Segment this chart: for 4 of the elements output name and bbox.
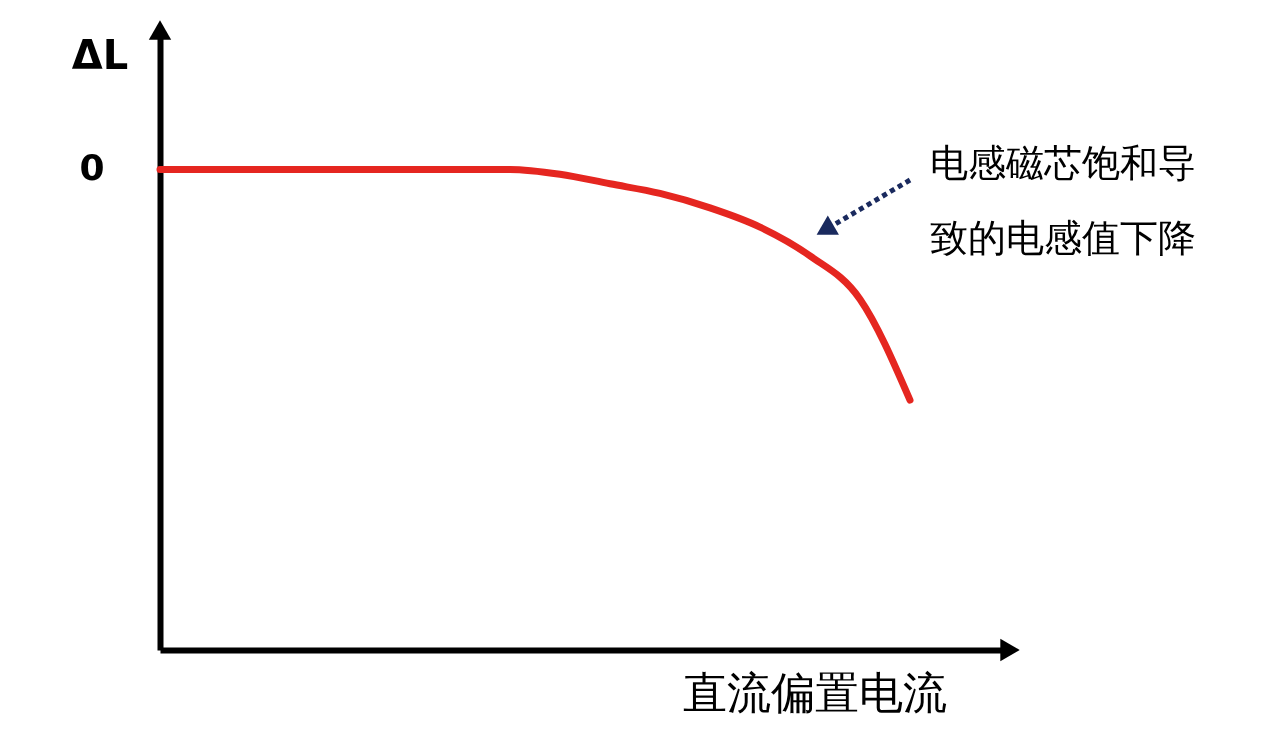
annotation: 电感磁芯饱和导致的电感值下降 (930, 141, 1196, 260)
x-axis-title: 直流偏置电流 (683, 667, 947, 718)
y-axis-title: ΔL (71, 32, 129, 78)
text: 0 (79, 147, 105, 189)
